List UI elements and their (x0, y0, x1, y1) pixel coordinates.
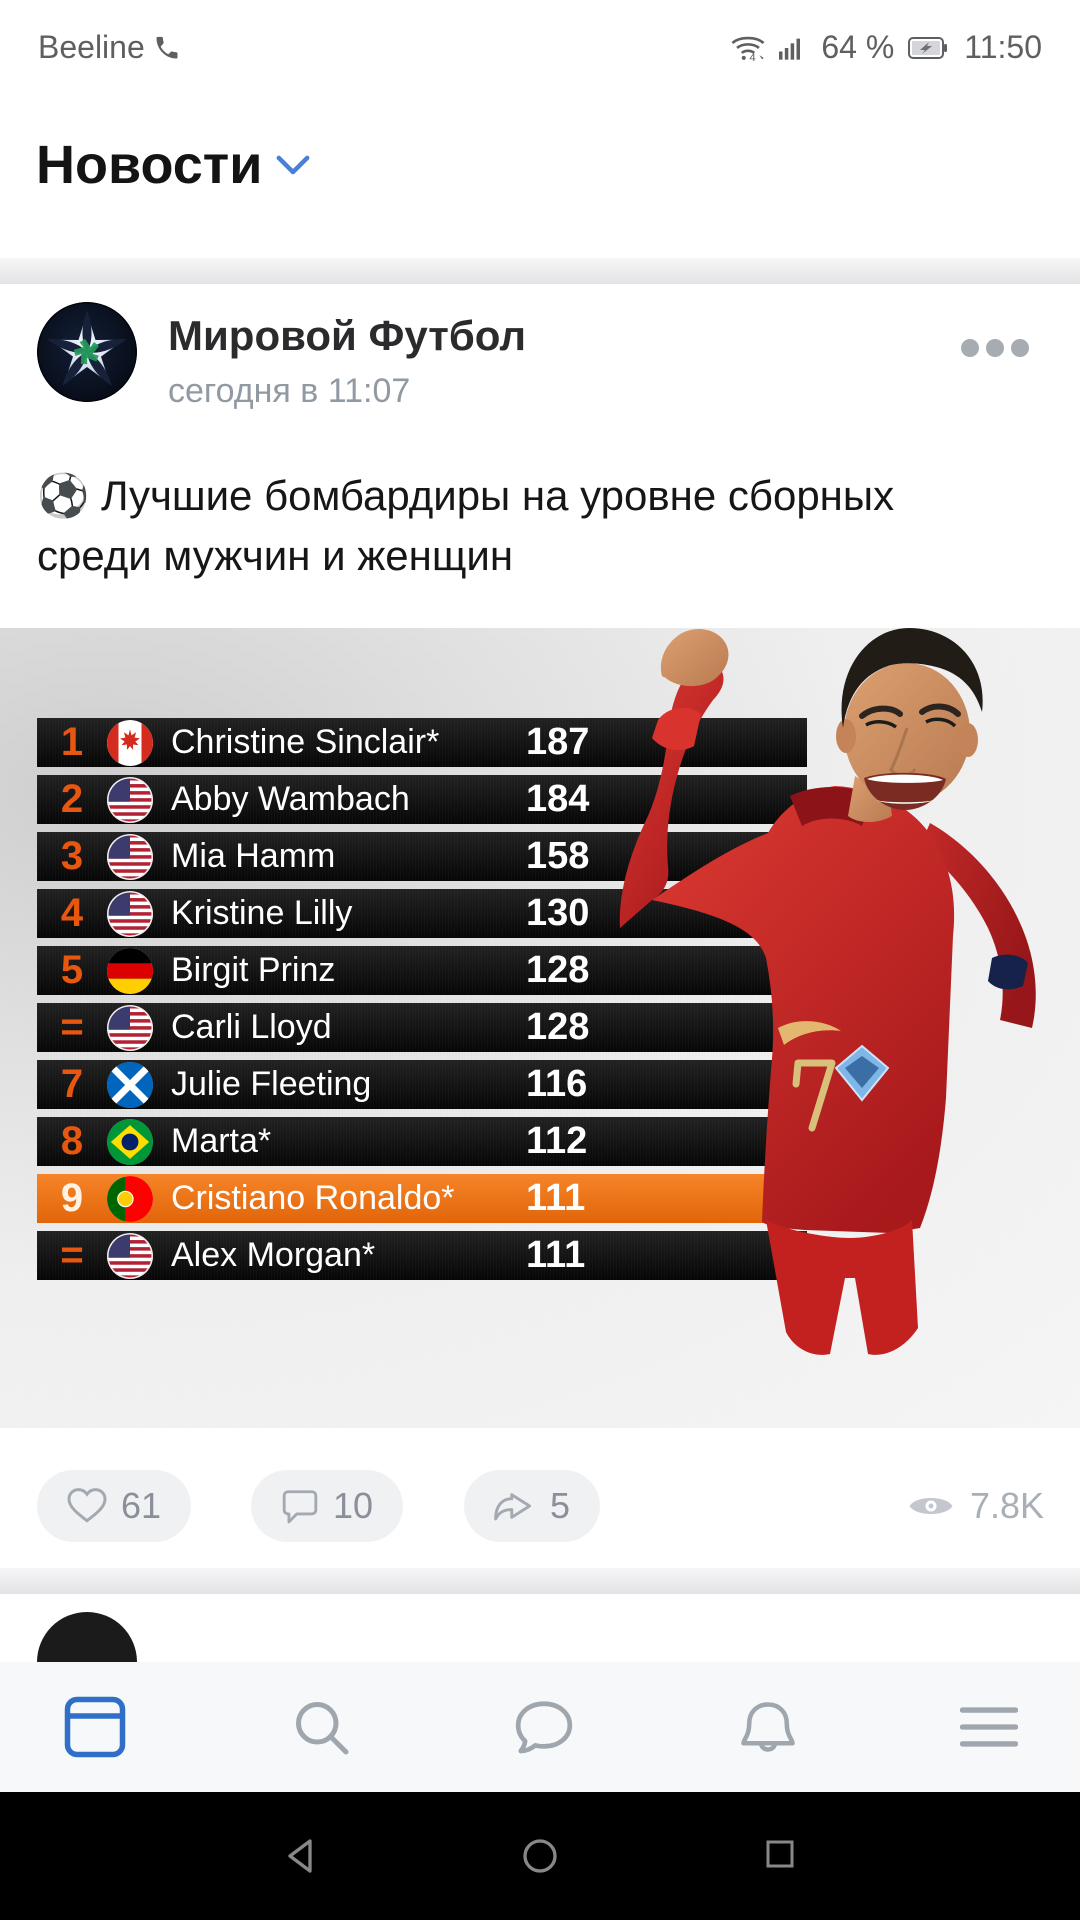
svg-text:4: 4 (750, 51, 756, 60)
